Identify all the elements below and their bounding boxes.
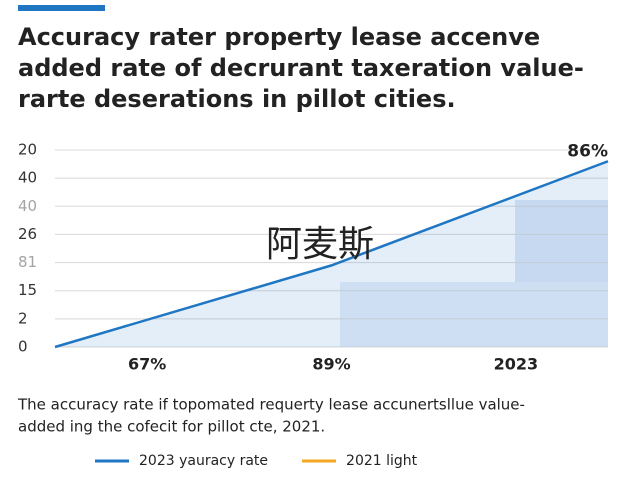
- y-tick-label: 40: [18, 169, 37, 187]
- legend-label: 2023 yauracy rate: [139, 453, 268, 469]
- caption: The accuracy rate if topomated requerty …: [17, 396, 525, 414]
- chart-title: added rate of decrurant taxeration value…: [18, 54, 584, 82]
- y-tick-label: 81: [18, 253, 37, 271]
- legend-label: 2021 light: [346, 453, 418, 469]
- chart-title: Accuracy rater property lease accenve: [18, 23, 540, 51]
- band: [340, 282, 608, 347]
- area: [55, 161, 608, 347]
- caption: added ing the cofecit for pillot cte, 20…: [18, 418, 325, 436]
- annotation: 86%: [567, 141, 608, 161]
- x-tick-label: 2023: [494, 355, 539, 374]
- y-tick-label: 26: [18, 225, 37, 243]
- y-tick-label: 20: [18, 141, 37, 159]
- x-tick-label: 89%: [312, 355, 350, 374]
- line: [54, 160, 609, 349]
- x-tick-label: 67%: [128, 355, 166, 374]
- watermark: 阿麦斯: [266, 224, 374, 265]
- y-tick-label: 15: [18, 281, 37, 299]
- y-tick-label: 2: [18, 309, 28, 327]
- accent-bar: [18, 5, 105, 11]
- y-tick-label: 0: [18, 338, 28, 356]
- chart-title: rarte deserations in pillot cities.: [18, 85, 456, 113]
- y-tick-label: 40: [18, 197, 37, 215]
